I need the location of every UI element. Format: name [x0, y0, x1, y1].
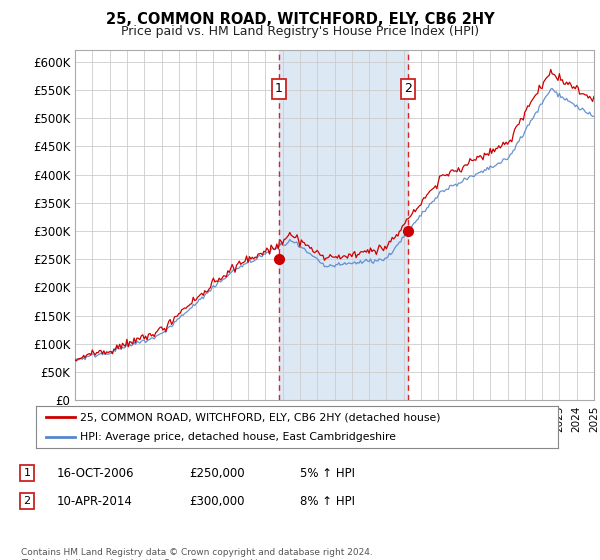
Text: 1: 1 [23, 468, 31, 478]
Text: 16-OCT-2006: 16-OCT-2006 [57, 466, 134, 480]
Text: 2: 2 [23, 496, 31, 506]
Text: HPI: Average price, detached house, East Cambridgeshire: HPI: Average price, detached house, East… [80, 432, 397, 442]
Text: 2: 2 [404, 82, 412, 95]
Text: Price paid vs. HM Land Registry's House Price Index (HPI): Price paid vs. HM Land Registry's House … [121, 25, 479, 38]
Text: 25, COMMON ROAD, WITCHFORD, ELY, CB6 2HY (detached house): 25, COMMON ROAD, WITCHFORD, ELY, CB6 2HY… [80, 412, 441, 422]
Text: £300,000: £300,000 [189, 494, 245, 508]
Text: 8% ↑ HPI: 8% ↑ HPI [300, 494, 355, 508]
Text: 10-APR-2014: 10-APR-2014 [57, 494, 133, 508]
Text: Contains HM Land Registry data © Crown copyright and database right 2024.
This d: Contains HM Land Registry data © Crown c… [21, 548, 373, 560]
Text: 25, COMMON ROAD, WITCHFORD, ELY, CB6 2HY: 25, COMMON ROAD, WITCHFORD, ELY, CB6 2HY [106, 12, 494, 27]
Text: £250,000: £250,000 [189, 466, 245, 480]
Bar [279, 50, 409, 400]
Text: 1: 1 [275, 82, 283, 95]
Text: 5% ↑ HPI: 5% ↑ HPI [300, 466, 355, 480]
